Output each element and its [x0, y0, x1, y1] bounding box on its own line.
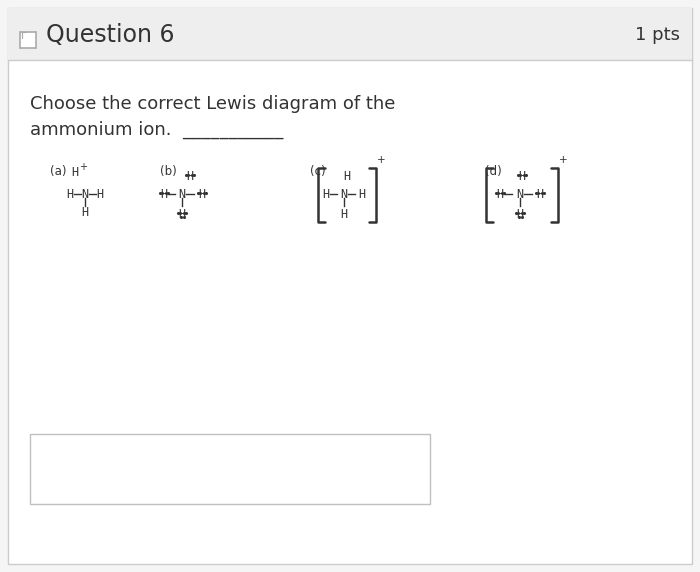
- Text: H: H: [340, 208, 348, 220]
- Text: H: H: [81, 205, 89, 219]
- Text: +: +: [559, 155, 568, 165]
- Text: N: N: [340, 188, 348, 201]
- Text: (c): (c): [310, 165, 326, 178]
- Text: H: H: [344, 169, 351, 182]
- Text: ammonium ion.  ___________: ammonium ion. ___________: [30, 121, 284, 139]
- Text: H: H: [97, 188, 104, 201]
- Text: N: N: [178, 188, 186, 201]
- Text: 1 pts: 1 pts: [635, 26, 680, 44]
- Bar: [8, 8, 692, 60]
- Text: H: H: [323, 188, 330, 201]
- Text: H: H: [198, 188, 206, 201]
- Text: H: H: [186, 169, 194, 182]
- Text: (d): (d): [485, 165, 502, 178]
- Text: H: H: [519, 169, 526, 182]
- Text: H: H: [71, 165, 78, 178]
- Text: Question 6: Question 6: [46, 23, 174, 47]
- Bar: [30, 434, 430, 504]
- Text: N: N: [517, 188, 524, 201]
- Text: H: H: [160, 188, 167, 201]
- Text: N: N: [81, 188, 89, 201]
- Bar: [20, 32, 36, 48]
- Text: (b): (b): [160, 165, 176, 178]
- Text: (a): (a): [50, 165, 66, 178]
- Text: H: H: [517, 208, 524, 220]
- Text: H: H: [536, 188, 544, 201]
- Text: H: H: [66, 188, 74, 201]
- Text: H: H: [358, 188, 365, 201]
- Text: H: H: [178, 208, 186, 220]
- Text: +: +: [79, 162, 87, 172]
- Text: H: H: [496, 188, 503, 201]
- Text: +: +: [377, 155, 386, 165]
- Text: Choose the correct Lewis diagram of the: Choose the correct Lewis diagram of the: [30, 95, 395, 113]
